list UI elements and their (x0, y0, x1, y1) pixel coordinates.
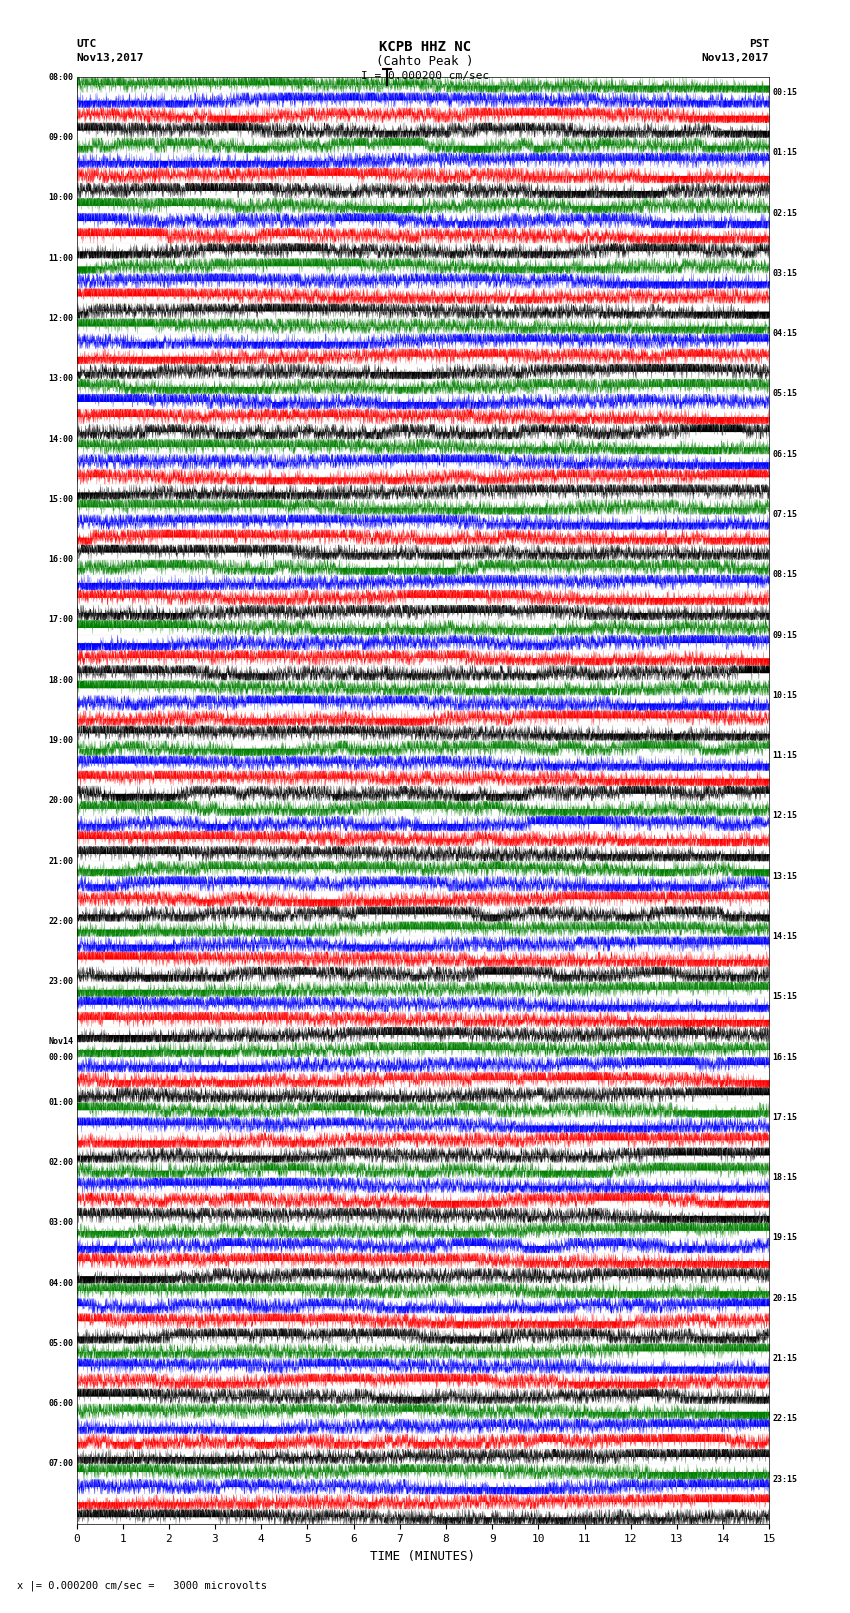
Text: 21:15: 21:15 (772, 1353, 797, 1363)
Text: 10:00: 10:00 (48, 194, 74, 203)
Text: Nov14: Nov14 (48, 1037, 74, 1047)
Text: 00:00: 00:00 (48, 1053, 74, 1061)
Text: 16:00: 16:00 (48, 555, 74, 565)
Text: 19:15: 19:15 (772, 1234, 797, 1242)
Text: 03:00: 03:00 (48, 1218, 74, 1227)
Text: Nov13,2017: Nov13,2017 (702, 53, 769, 63)
Text: 08:15: 08:15 (772, 571, 797, 579)
Text: 11:15: 11:15 (772, 752, 797, 760)
Text: 22:00: 22:00 (48, 916, 74, 926)
Text: 12:15: 12:15 (772, 811, 797, 821)
Text: x |= 0.000200 cm/sec =   3000 microvolts: x |= 0.000200 cm/sec = 3000 microvolts (17, 1581, 267, 1590)
Text: I = 0.000200 cm/sec: I = 0.000200 cm/sec (361, 71, 489, 81)
Text: 06:00: 06:00 (48, 1398, 74, 1408)
Text: 05:15: 05:15 (772, 389, 797, 398)
Text: 09:00: 09:00 (48, 134, 74, 142)
Text: 20:00: 20:00 (48, 797, 74, 805)
Text: 23:15: 23:15 (772, 1474, 797, 1484)
Text: 23:00: 23:00 (48, 977, 74, 986)
Text: 14:00: 14:00 (48, 434, 74, 444)
Text: 01:15: 01:15 (772, 148, 797, 158)
Text: 17:15: 17:15 (772, 1113, 797, 1123)
Text: 15:15: 15:15 (772, 992, 797, 1002)
Text: 10:15: 10:15 (772, 690, 797, 700)
Text: 21:00: 21:00 (48, 857, 74, 866)
Text: Nov13,2017: Nov13,2017 (76, 53, 144, 63)
Text: 01:00: 01:00 (48, 1098, 74, 1107)
Text: 02:00: 02:00 (48, 1158, 74, 1168)
Text: 06:15: 06:15 (772, 450, 797, 458)
Text: 02:15: 02:15 (772, 208, 797, 218)
Text: 11:00: 11:00 (48, 253, 74, 263)
Text: 14:15: 14:15 (772, 932, 797, 940)
Text: 09:15: 09:15 (772, 631, 797, 640)
Text: 13:00: 13:00 (48, 374, 74, 384)
Text: 15:00: 15:00 (48, 495, 74, 503)
X-axis label: TIME (MINUTES): TIME (MINUTES) (371, 1550, 475, 1563)
Text: 07:00: 07:00 (48, 1460, 74, 1468)
Text: 05:00: 05:00 (48, 1339, 74, 1348)
Text: 04:00: 04:00 (48, 1279, 74, 1287)
Text: 18:00: 18:00 (48, 676, 74, 686)
Text: 17:00: 17:00 (48, 616, 74, 624)
Text: 13:15: 13:15 (772, 871, 797, 881)
Text: (Cahto Peak ): (Cahto Peak ) (377, 55, 473, 68)
Text: PST: PST (749, 39, 769, 48)
Text: 03:15: 03:15 (772, 269, 797, 277)
Text: 19:00: 19:00 (48, 736, 74, 745)
Text: 18:15: 18:15 (772, 1173, 797, 1182)
Text: KCPB HHZ NC: KCPB HHZ NC (379, 40, 471, 53)
Text: 16:15: 16:15 (772, 1053, 797, 1061)
Text: 04:15: 04:15 (772, 329, 797, 339)
Text: 20:15: 20:15 (772, 1294, 797, 1303)
Text: 07:15: 07:15 (772, 510, 797, 519)
Text: 08:00: 08:00 (48, 73, 74, 82)
Text: 12:00: 12:00 (48, 315, 74, 323)
Text: 22:15: 22:15 (772, 1415, 797, 1423)
Text: 00:15: 00:15 (772, 89, 797, 97)
Text: UTC: UTC (76, 39, 97, 48)
